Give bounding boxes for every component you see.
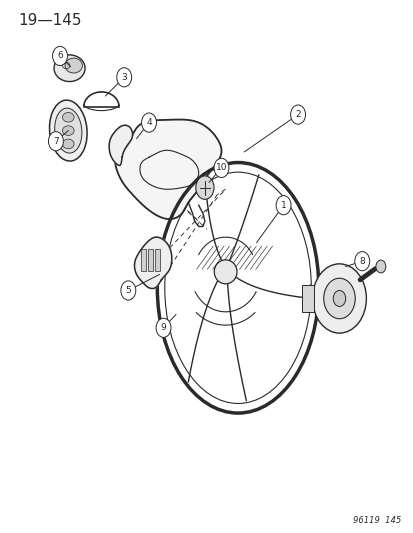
Circle shape	[290, 105, 305, 124]
Text: 19—145: 19—145	[19, 13, 82, 28]
Ellipse shape	[65, 58, 82, 73]
Text: 9: 9	[160, 324, 166, 332]
Ellipse shape	[55, 108, 82, 153]
Text: 3: 3	[121, 73, 127, 82]
Circle shape	[195, 176, 214, 199]
Ellipse shape	[62, 139, 74, 149]
Bar	[147, 249, 152, 271]
Text: 5: 5	[125, 286, 131, 295]
Circle shape	[156, 318, 171, 337]
Bar	[154, 249, 159, 271]
Circle shape	[52, 46, 67, 66]
Text: 7: 7	[53, 137, 59, 146]
Ellipse shape	[54, 55, 85, 82]
Text: 8: 8	[358, 257, 364, 265]
Circle shape	[214, 158, 228, 177]
Ellipse shape	[62, 126, 74, 135]
Text: 10: 10	[215, 164, 227, 172]
Circle shape	[116, 68, 131, 87]
Text: 2: 2	[294, 110, 300, 119]
Circle shape	[141, 113, 156, 132]
Circle shape	[323, 278, 354, 319]
Ellipse shape	[62, 112, 74, 122]
Polygon shape	[109, 125, 132, 165]
Polygon shape	[134, 237, 171, 288]
Circle shape	[121, 281, 135, 300]
Circle shape	[332, 290, 345, 306]
Circle shape	[275, 196, 290, 215]
Text: 4: 4	[146, 118, 152, 127]
Text: 96119  145: 96119 145	[352, 516, 401, 525]
Circle shape	[354, 252, 369, 271]
Text: 1: 1	[280, 201, 286, 209]
Circle shape	[375, 260, 385, 273]
Bar	[140, 249, 145, 271]
Bar	[301, 285, 313, 312]
Circle shape	[48, 132, 63, 151]
Ellipse shape	[50, 100, 87, 161]
Circle shape	[312, 264, 366, 333]
Polygon shape	[115, 119, 221, 219]
Text: 6: 6	[57, 52, 63, 60]
Ellipse shape	[214, 260, 236, 284]
